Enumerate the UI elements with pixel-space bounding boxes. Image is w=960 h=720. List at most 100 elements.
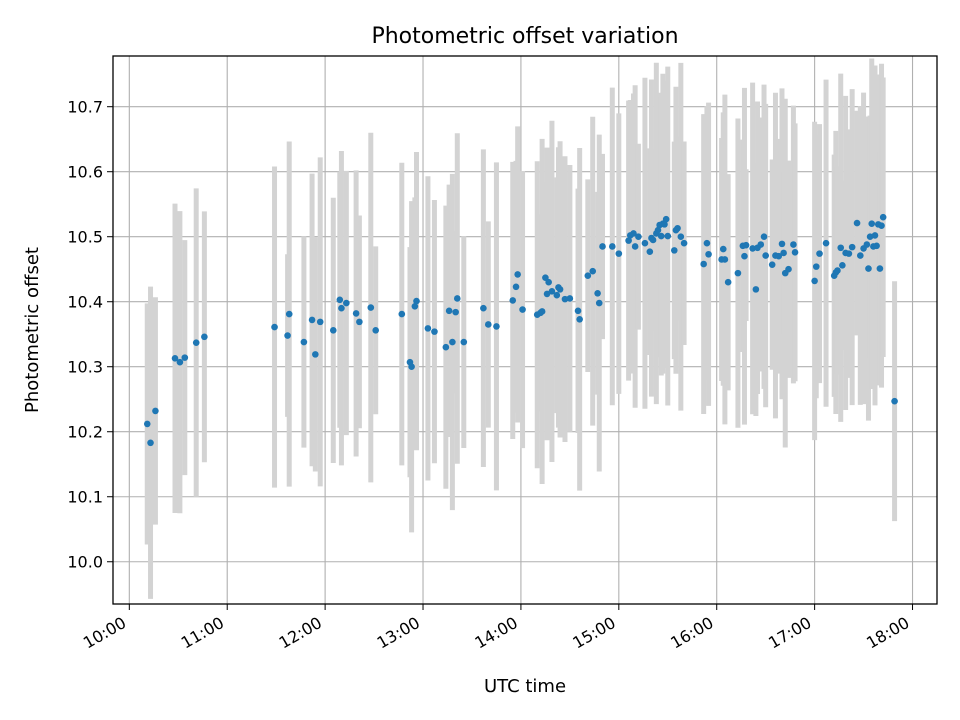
data-point <box>608 243 616 250</box>
x-tick-label: 18:00 <box>863 613 912 653</box>
data-point <box>848 243 856 251</box>
data-point <box>741 252 748 260</box>
data-point <box>757 241 765 248</box>
data-point <box>143 420 151 428</box>
data-point <box>372 327 380 334</box>
data-point <box>285 310 293 318</box>
data-point <box>891 397 898 405</box>
x-tick-label: 17:00 <box>765 613 814 653</box>
data-point <box>542 274 549 281</box>
data-point <box>670 247 678 254</box>
data-point <box>742 241 750 249</box>
y-tick-label: 10.7 <box>67 98 103 117</box>
data-point <box>356 318 363 326</box>
data-point <box>775 252 783 260</box>
data-point <box>816 250 823 257</box>
data-point <box>662 215 670 223</box>
data-point <box>785 265 792 273</box>
data-point <box>724 278 732 286</box>
data-point <box>584 272 592 280</box>
data-point <box>442 343 450 351</box>
data-point <box>599 243 606 250</box>
x-tick-label: 16:00 <box>667 613 716 653</box>
data-point <box>576 315 583 323</box>
data-point <box>514 271 521 278</box>
data-point <box>734 269 742 277</box>
y-tick-label: 10.3 <box>67 358 103 377</box>
data-point <box>879 213 887 221</box>
data-point <box>152 407 159 415</box>
data-point <box>336 296 344 304</box>
data-point <box>834 267 841 274</box>
data-point <box>625 237 632 244</box>
data-point <box>201 333 208 341</box>
data-point <box>574 307 582 315</box>
data-point <box>509 297 517 304</box>
y-tick-label: 10.5 <box>67 228 103 247</box>
data-point <box>865 265 872 272</box>
data-point <box>721 256 729 263</box>
y-tick-label: 10.2 <box>67 423 103 442</box>
x-tick-label: 12:00 <box>276 613 325 653</box>
data-point <box>700 260 707 268</box>
data-point <box>595 299 603 307</box>
x-axis-ticks: 10:00 11:00 12:00 13:00 14:00 15:00 16:00 17:00… <box>80 604 914 653</box>
data-points <box>143 213 898 447</box>
data-point <box>853 219 861 227</box>
data-point <box>411 302 419 310</box>
data-point <box>657 232 665 240</box>
data-point <box>543 290 551 298</box>
x-tick-label: 11:00 <box>178 613 227 653</box>
y-tick-label: 10.4 <box>67 293 103 312</box>
data-point <box>876 265 884 272</box>
plot-frame <box>112 55 938 605</box>
x-tick-label: 15:00 <box>569 613 618 653</box>
x-axis-label: UTC time <box>484 676 566 697</box>
data-point <box>453 295 461 302</box>
data-point <box>646 248 654 255</box>
data-point <box>413 297 420 305</box>
data-point <box>566 295 574 302</box>
data-point <box>705 250 712 258</box>
data-point <box>556 286 564 293</box>
data-point <box>271 323 278 331</box>
data-point <box>398 310 406 318</box>
data-point <box>719 245 727 253</box>
data-point <box>538 308 546 315</box>
data-point <box>484 321 492 328</box>
data-point <box>863 241 871 248</box>
data-point <box>635 233 642 241</box>
data-point <box>839 262 846 269</box>
data-point <box>519 306 526 313</box>
data-point <box>752 286 760 293</box>
y-axis-label: Photometric offset <box>22 247 43 413</box>
data-point <box>181 354 189 361</box>
data-point <box>871 232 879 239</box>
data-point <box>680 239 688 247</box>
data-point <box>284 332 291 339</box>
y-tick-label: 10.1 <box>67 488 103 507</box>
data-point <box>480 304 487 312</box>
data-point <box>545 278 552 286</box>
data-point <box>677 233 685 241</box>
data-point <box>308 316 316 324</box>
data-point <box>338 304 345 312</box>
data-point <box>445 307 453 315</box>
data-point <box>630 230 637 237</box>
data-point <box>329 327 337 334</box>
data-point <box>768 261 776 268</box>
data-point <box>493 323 500 330</box>
data-point <box>408 363 415 371</box>
data-point <box>703 239 711 247</box>
data-point <box>300 338 308 346</box>
data-point <box>760 233 768 241</box>
data-point <box>845 250 853 257</box>
data-point <box>778 240 786 248</box>
data-point <box>316 318 324 326</box>
data-point <box>352 310 360 317</box>
data-point <box>664 232 672 240</box>
data-point <box>171 354 179 362</box>
data-point <box>661 221 668 228</box>
data-point <box>452 308 459 316</box>
data-point <box>512 283 520 291</box>
